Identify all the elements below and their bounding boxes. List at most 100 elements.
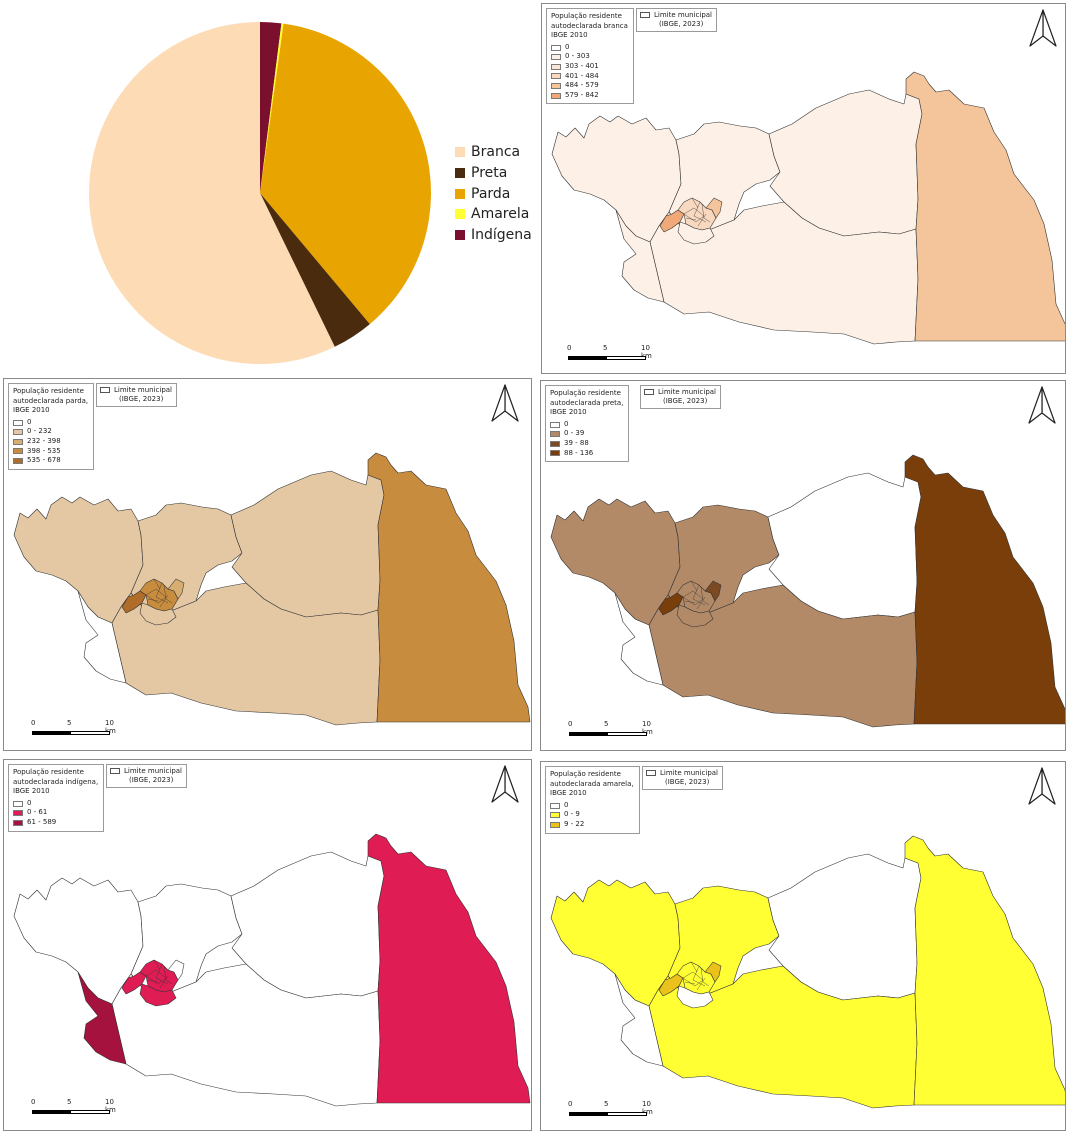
- legend-class-label: 484 - 579: [565, 81, 599, 90]
- legend-title-line: IBGE 2010: [13, 406, 50, 415]
- district-boundary: [700, 967, 710, 987]
- pie-slice-preta: [260, 193, 370, 347]
- legend-title-line: IBGE 2010: [550, 789, 587, 798]
- municipality-center-c: [167, 578, 185, 600]
- pie-legend: Branca Preta Parda Amarela Indígena: [455, 142, 532, 245]
- municipality-southwest: [614, 973, 664, 1067]
- legend-swatch: [13, 800, 23, 807]
- legend-swatch: [550, 440, 560, 447]
- pie-svg: [89, 22, 432, 364]
- legend-class-label: 61 - 589: [27, 817, 57, 826]
- pie-legend-item: Amarela: [455, 204, 532, 225]
- legend-class-item: 0 - 303: [551, 52, 628, 62]
- legend-class-label: 401 - 484: [565, 71, 599, 80]
- legend-title-line: IBGE 2010: [550, 408, 587, 417]
- class-legend: População residente autodeclarada preta, I…: [545, 385, 630, 463]
- legend-title-line: autodeclarada parda,: [13, 396, 89, 405]
- scale-label: 5: [67, 1098, 72, 1106]
- pie-legend-label: Branca: [471, 144, 521, 161]
- legend-title: População residente autodeclarada amarela…: [550, 770, 634, 799]
- legend-title-line: autodeclarada indígena,: [13, 777, 99, 786]
- scale-segment: [569, 732, 608, 736]
- choropleth-map: [13, 833, 531, 1107]
- boundary-legend-text: Limite municipal (IBGE, 2023): [658, 388, 716, 406]
- boundary-label: Limite municipal: [114, 386, 172, 394]
- class-legend: População residente autodeclarada parda, I…: [8, 383, 95, 470]
- legend-swatch: [13, 457, 23, 464]
- municipality-east: [905, 71, 1065, 342]
- pie-legend-item: Preta: [455, 163, 532, 184]
- scale-bar: 0 5 10 km: [568, 720, 654, 742]
- scale-label: 10 km: [105, 1098, 116, 1114]
- map-panel-branca: População residente autodeclarada branca I…: [541, 3, 1066, 374]
- class-legend: População residente autodeclarada indígen…: [8, 764, 105, 832]
- legend-swatch: [13, 819, 23, 826]
- legend-class-label: 398 - 535: [27, 446, 61, 455]
- scale-segment: [568, 356, 607, 360]
- legend-class-label: 0 - 303: [565, 52, 590, 61]
- legend-class-item: 579 - 842: [551, 91, 628, 101]
- legend-class-item: 303 - 401: [551, 62, 628, 72]
- district-boundary: [701, 203, 711, 223]
- pie-legend-item: Parda: [455, 183, 532, 204]
- choropleth-map: [551, 71, 1065, 345]
- boundary-label: Limite municipal: [654, 11, 712, 19]
- boundary-source: (IBGE, 2023): [663, 397, 708, 405]
- legend-class-item: 0 - 9: [550, 810, 634, 820]
- scale-segment: [70, 1110, 110, 1114]
- municipality-center-d: [139, 602, 177, 626]
- legend-class-item: 88 - 136: [550, 449, 623, 459]
- municipality-center-c: [167, 959, 185, 981]
- ethnicity-pie-chart: Branca Preta Parda Amarela Indígena: [0, 0, 535, 370]
- legend-class-label: 0 - 61: [27, 808, 48, 817]
- choropleth-map: [550, 454, 1065, 728]
- district-boundary: [163, 584, 173, 604]
- legend-class-label: 579 - 842: [565, 90, 599, 99]
- municipality-center-d: [139, 983, 177, 1007]
- scale-segment: [606, 356, 646, 360]
- district-boundary: [163, 965, 173, 985]
- scale-bar: 0 5 10 km: [31, 719, 117, 741]
- boundary-legend: Limite municipal (IBGE, 2023): [640, 385, 721, 409]
- legend-title: População residente autodeclarada indígen…: [13, 768, 98, 797]
- pie-legend-item: Branca: [455, 142, 532, 163]
- district-boundary: [700, 586, 710, 606]
- legend-swatch: [551, 92, 561, 99]
- scale-label: 5: [67, 719, 72, 727]
- legend-swatch: [551, 63, 561, 70]
- legend-class-item: 0 - 61: [13, 808, 98, 818]
- north-arrow-icon: [1028, 767, 1056, 805]
- map-panel-preta: População residente autodeclarada preta, I…: [540, 380, 1066, 751]
- legend-title-line: IBGE 2010: [551, 31, 588, 40]
- boundary-source: (IBGE, 2023): [119, 395, 164, 403]
- boundary-legend-text: Limite municipal (IBGE, 2023): [114, 386, 172, 404]
- scale-label: 10 km: [641, 344, 652, 360]
- pie-legend-swatch: [455, 230, 465, 241]
- legend-title-line: População residente: [13, 387, 84, 395]
- municipality-east: [367, 452, 531, 723]
- legend-class-label: 0: [564, 419, 569, 428]
- north-arrow-icon: [491, 765, 519, 803]
- pie-legend-label: Preta: [471, 165, 508, 182]
- legend-swatch: [550, 421, 560, 428]
- legend-swatch: [13, 810, 23, 817]
- municipality-east: [367, 833, 531, 1104]
- boundary-legend: Limite municipal (IBGE, 2023): [96, 383, 177, 407]
- municipality-southwest: [614, 592, 664, 686]
- legend-class-label: 232 - 398: [27, 436, 61, 445]
- municipality-southwest: [77, 590, 127, 684]
- legend-class-item: 0: [13, 799, 98, 809]
- scale-label: 0: [567, 344, 572, 352]
- scale-segment: [32, 731, 71, 735]
- map-panel-indigena: População residente autodeclarada indígen…: [3, 759, 532, 1131]
- legend-title: População residente autodeclarada preta, I…: [550, 389, 623, 418]
- district-boundary: [684, 580, 706, 610]
- municipality-southwest: [77, 971, 127, 1065]
- legend-swatch: [550, 812, 560, 819]
- legend-class-item: 484 - 579: [551, 81, 628, 91]
- scale-segment: [32, 1110, 71, 1114]
- legend-swatch: [550, 821, 560, 828]
- scale-label: 10 km: [642, 720, 653, 736]
- legend-swatch: [551, 82, 561, 89]
- legend-swatch: [13, 438, 23, 445]
